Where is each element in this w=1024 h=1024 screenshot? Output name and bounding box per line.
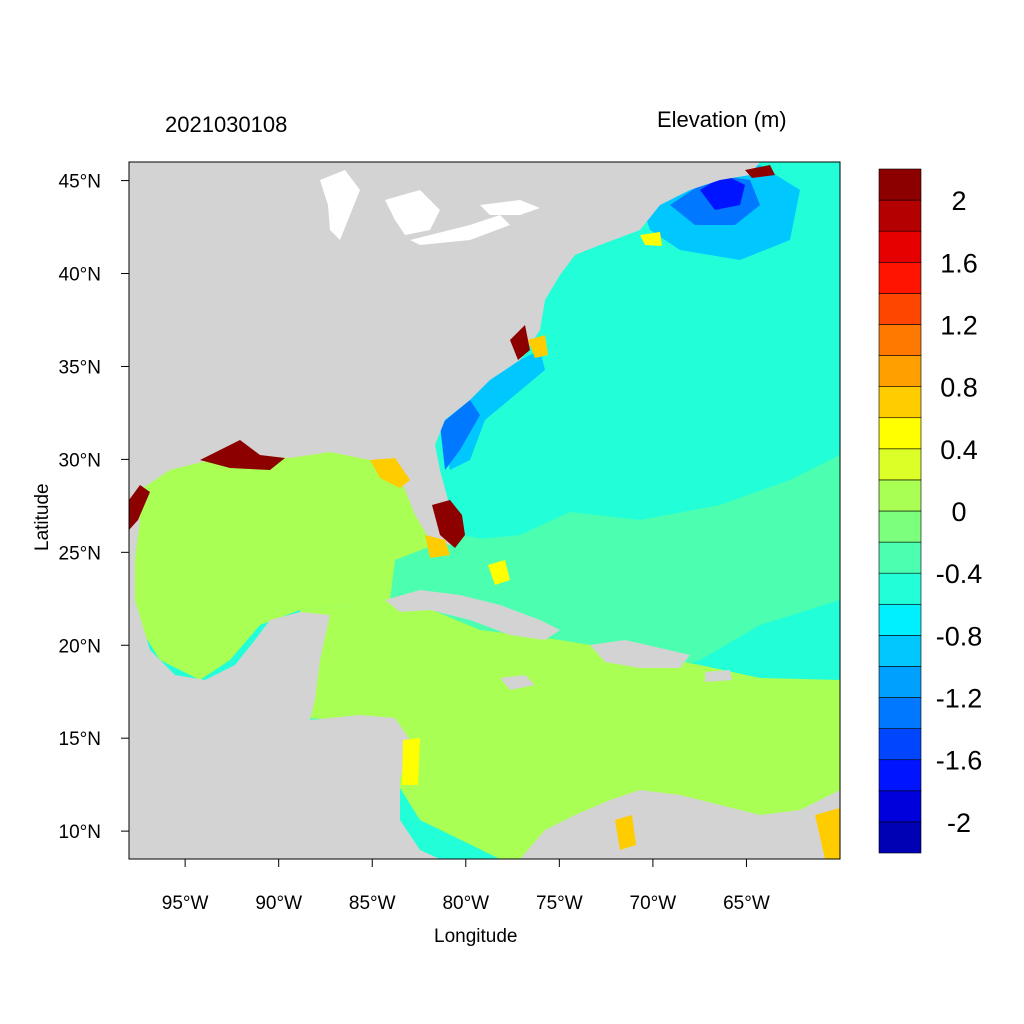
jamaica-land — [500, 675, 535, 690]
lesser-antilles-warm — [815, 808, 840, 859]
colorbar-swatch — [878, 821, 922, 854]
mexico-central-america-land — [129, 500, 440, 859]
colorbar-label: -1.2 — [936, 684, 983, 714]
lon-tick-label: 95°W — [162, 893, 209, 914]
colorbar: -2 -1.6 -1.2 -0.8 -0.4 0 0.4 0.8 1.2 1.6 2 — [878, 168, 983, 854]
colorbar-swatch — [878, 790, 922, 823]
lon-tick-label: 70°W — [630, 893, 677, 914]
georgia-coast-negative-anomaly — [440, 400, 480, 470]
colorbar-swatch — [878, 541, 922, 574]
cuba-land — [385, 590, 560, 640]
colorbar-swatch — [878, 448, 922, 481]
colorbar-swatch — [878, 417, 922, 450]
lon-tick-label: 65°W — [723, 893, 770, 914]
colorbar-swatch — [878, 635, 922, 667]
colorbar-swatch — [878, 666, 922, 698]
south-america-land — [520, 790, 840, 859]
gulf-of-mexico — [129, 450, 440, 680]
lon-tick-label: 90°W — [255, 893, 302, 914]
lat-tick-label: 10°N — [59, 822, 101, 843]
colorbar-swatch — [878, 261, 922, 294]
colorbar-swatch — [878, 728, 922, 761]
lake-maracaibo-warm — [615, 815, 636, 850]
colorbar-swatch — [878, 199, 922, 232]
lat-tick-label: 40°N — [59, 265, 101, 286]
bahamas-yellow — [488, 560, 510, 585]
colorbar-swatch — [878, 293, 922, 325]
colorbar-swatch — [878, 168, 922, 201]
colorbar-label: 0 — [951, 497, 966, 527]
lat-tick-label: 45°N — [59, 172, 101, 193]
carolina-warm — [528, 335, 548, 358]
colorbar-label: 1.2 — [940, 310, 978, 340]
caribbean-sea — [300, 598, 840, 859]
nova-scotia-high — [745, 165, 775, 178]
louisiana-high-surge — [129, 485, 150, 530]
colorbar-swatch — [878, 324, 922, 356]
colorbar-swatch — [878, 386, 922, 419]
colorbar-swatch — [878, 759, 922, 792]
lon-tick-label: 75°W — [536, 893, 583, 914]
lon-tick-label: 80°W — [442, 893, 489, 914]
colorbar-swatch — [878, 697, 922, 729]
colorbar-swatch — [878, 510, 922, 543]
belize-yellow — [402, 738, 420, 785]
cape-cod-warm — [640, 232, 662, 246]
lon-tick-label: 85°W — [349, 893, 396, 914]
colorbar-swatch — [878, 603, 922, 636]
north-america-land — [129, 162, 760, 545]
colorbar-label: -2 — [947, 808, 971, 838]
map-plot-area — [129, 162, 840, 859]
colorbar-swatch — [878, 572, 922, 605]
lat-tick-label: 35°N — [59, 357, 101, 378]
colorbar-label: -0.4 — [936, 559, 983, 589]
puerto-rico-land — [705, 670, 732, 682]
colorbar-label: 0.4 — [940, 435, 978, 465]
colorbar-swatch — [878, 479, 922, 512]
plot-frame — [128, 161, 841, 860]
great-lakes — [320, 170, 540, 245]
south-florida-high-surge — [432, 500, 465, 548]
colorbar-label: -0.8 — [936, 621, 983, 651]
gulf-of-maine-lowest — [700, 175, 745, 210]
colorbar-swatch — [878, 355, 922, 387]
colorbar-label: 0.8 — [940, 373, 978, 403]
latitude-ticks: 45°N 40°N 35°N 30°N 25°N 20°N 15°N 10°N — [59, 172, 129, 843]
lat-tick-label: 30°N — [59, 450, 101, 471]
colorbar-label: 1.6 — [940, 248, 978, 278]
southeast-coast-negative-anomaly — [440, 350, 545, 470]
colorbar-title: Elevation (m) — [657, 107, 787, 132]
colorbar-label: -1.6 — [936, 746, 983, 776]
colorbar-swatch — [878, 230, 922, 263]
lat-tick-label: 15°N — [59, 729, 101, 750]
x-axis-label: Longitude — [434, 926, 518, 947]
longitude-ticks: 95°W 90°W 85°W 80°W 75°W 70°W 65°W — [162, 859, 770, 914]
lat-tick-label: 25°N — [59, 543, 101, 564]
colorbar-label: 2 — [951, 186, 966, 216]
lat-tick-label: 20°N — [59, 636, 101, 657]
bahamas-bank — [390, 535, 600, 640]
datetime-label: 2021030108 — [165, 112, 288, 137]
florida-keys-warm — [425, 535, 450, 558]
hispaniola-land — [590, 640, 690, 668]
florida-big-bend-warm — [370, 458, 410, 488]
gulf-coast-high-surge — [200, 440, 285, 470]
carolina-high-surge — [510, 325, 530, 360]
